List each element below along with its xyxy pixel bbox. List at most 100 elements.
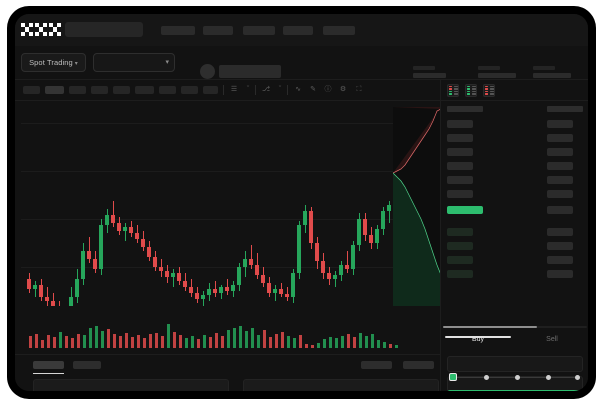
- okx-logo-icon[interactable]: [21, 23, 61, 36]
- chart-type-icon[interactable]: ⎇: [261, 86, 271, 93]
- orderbook-size-cell[interactable]: [547, 256, 573, 264]
- orderbook-bid-row[interactable]: [447, 228, 473, 236]
- percent-slider[interactable]: [449, 372, 581, 382]
- volume-bar: [257, 335, 260, 348]
- stat-block-1: [413, 66, 446, 78]
- slider-node-25[interactable]: [484, 374, 489, 380]
- candle: [249, 101, 253, 306]
- volume-bar: [47, 335, 50, 348]
- candle: [45, 101, 49, 307]
- bottom-tab-3[interactable]: [361, 361, 392, 369]
- wave-line-icon[interactable]: ∿: [295, 86, 301, 93]
- chevron-down-icon-2[interactable]: ˇ: [278, 86, 282, 93]
- candle: [147, 101, 151, 306]
- pencil-icon[interactable]: ✎: [310, 86, 316, 93]
- stat-label: [533, 66, 555, 70]
- submit-buy-button[interactable]: [447, 390, 583, 391]
- orderbook-mode-bids-icon[interactable]: [465, 84, 477, 97]
- slider-node-100[interactable]: [575, 374, 580, 380]
- timeframe-button-9[interactable]: [203, 86, 218, 94]
- timeframe-button-6[interactable]: [135, 86, 154, 94]
- orderbook-size-cell[interactable]: [547, 148, 573, 156]
- nav-item-3[interactable]: [243, 26, 275, 35]
- timeframe-button-2[interactable]: [45, 86, 64, 94]
- orderbook-size-cell[interactable]: [547, 162, 573, 170]
- volume-bar: [353, 337, 356, 348]
- tab-sell[interactable]: Sell: [515, 336, 588, 343]
- search-input[interactable]: [65, 22, 143, 37]
- slider-node-50[interactable]: [515, 374, 520, 380]
- magnet-icon[interactable]: ⓘ: [324, 86, 332, 93]
- orderbook-size-cell[interactable]: [547, 134, 573, 142]
- nav-item-1[interactable]: [161, 26, 195, 35]
- settings-icon[interactable]: ⚙: [339, 86, 347, 93]
- slider-node-75[interactable]: [546, 374, 551, 380]
- candle: [111, 101, 115, 306]
- bottom-tab-2[interactable]: [73, 361, 101, 369]
- slider-handle[interactable]: [449, 373, 457, 381]
- nav-item-4[interactable]: [283, 26, 313, 35]
- bottom-panel-box-1[interactable]: [33, 379, 229, 391]
- bottom-tab-1[interactable]: [33, 361, 64, 369]
- volume-bar: [383, 342, 386, 348]
- timeframe-button-8[interactable]: [181, 86, 198, 94]
- volume-bar: [83, 335, 86, 348]
- orderbook-ask-row[interactable]: [447, 162, 473, 170]
- buy-sell-tabs: Buy Sell: [441, 332, 588, 352]
- orderbook-size-cell[interactable]: [547, 176, 573, 184]
- candle: [345, 101, 349, 306]
- orderbook-mode-group: [441, 80, 588, 101]
- orderbook-size-cell[interactable]: [547, 242, 573, 250]
- volume-bar: [161, 336, 164, 348]
- orderbook-bid-row[interactable]: [447, 256, 473, 264]
- timeframe-button-3[interactable]: [69, 86, 86, 94]
- candle: [153, 101, 157, 306]
- trading-mode-dropdown[interactable]: Spot Trading ▾: [21, 53, 86, 72]
- candle: [309, 101, 313, 306]
- candle: [273, 101, 277, 306]
- orderbook-ask-row[interactable]: [447, 120, 473, 128]
- chevron-down-icon: ▾: [165, 59, 169, 66]
- timeframe-button-5[interactable]: [113, 86, 130, 94]
- orderbook-current-price-row[interactable]: [447, 206, 483, 214]
- candle: [27, 101, 31, 306]
- nav-item-2[interactable]: [203, 26, 233, 35]
- candle: [195, 101, 199, 306]
- market-depth-overlay[interactable]: [393, 107, 441, 307]
- volume-bar: [41, 340, 44, 348]
- orderbook-ask-row[interactable]: [447, 148, 473, 156]
- volume-bar: [29, 336, 32, 348]
- stat-label: [413, 66, 435, 70]
- orderbook-ask-row[interactable]: [447, 190, 473, 198]
- orderbook-mode-both-icon[interactable]: [447, 84, 459, 97]
- chevron-down-icon-1[interactable]: ˇ: [246, 86, 250, 93]
- orderbook-size-cell[interactable]: [547, 190, 573, 198]
- candle: [231, 101, 235, 306]
- orderbook-scrollbar[interactable]: [443, 326, 587, 328]
- orderbook-size-cell[interactable]: [547, 120, 573, 128]
- timeframe-button-7[interactable]: [159, 86, 176, 94]
- orderbook-mode-asks-icon[interactable]: [483, 84, 495, 97]
- volume-bar: [227, 330, 230, 348]
- orderbook-bid-row[interactable]: [447, 242, 473, 250]
- orderbook-ask-row[interactable]: [447, 176, 473, 184]
- orderbook-size-cell[interactable]: [547, 270, 573, 278]
- indicator-icon[interactable]: ☰: [230, 86, 238, 93]
- candlestick-chart[interactable]: [15, 101, 440, 325]
- bottom-panel-box-2[interactable]: [243, 379, 439, 391]
- price-input[interactable]: [447, 356, 583, 372]
- volume-bar: [143, 338, 146, 348]
- timeframe-button-1[interactable]: [23, 86, 40, 94]
- orderbook-size-cell[interactable]: [547, 206, 573, 214]
- timeframe-button-4[interactable]: [91, 86, 108, 94]
- volume-bar: [311, 345, 314, 348]
- tab-buy[interactable]: Buy: [441, 336, 515, 343]
- candle: [297, 101, 301, 306]
- orderbook-size-cell[interactable]: [547, 228, 573, 236]
- orderbook-ask-row[interactable]: [447, 134, 473, 142]
- nav-item-5[interactable]: [323, 26, 355, 35]
- orderbook-bid-row[interactable]: [447, 270, 473, 278]
- bottom-tab-4[interactable]: [403, 361, 434, 369]
- fullscreen-icon[interactable]: ⛶: [356, 86, 362, 93]
- pair-select[interactable]: ▾: [93, 53, 175, 72]
